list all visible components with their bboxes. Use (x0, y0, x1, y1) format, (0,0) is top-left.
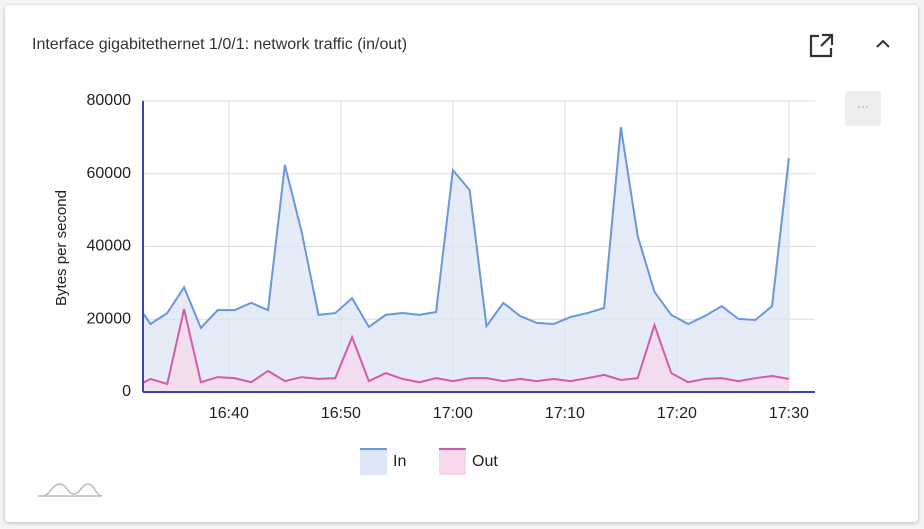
logo-icon (38, 483, 103, 497)
y-tick-label: 40000 (87, 238, 132, 255)
x-tick-label: 17:10 (545, 405, 585, 422)
menu-button[interactable] (845, 91, 881, 126)
x-tick-label: 16:40 (209, 405, 249, 422)
y-axis-label: Bytes per second (53, 190, 70, 306)
y-tick-label: 60000 (87, 165, 132, 182)
legend-swatch (360, 448, 387, 475)
panel-title: Interface gigabitethernet 1/0/1: network… (32, 36, 407, 53)
y-tick-label: 20000 (87, 310, 132, 327)
legend-swatch (439, 448, 466, 475)
open-external-icon[interactable] (809, 33, 834, 58)
x-tick-label: 16:50 (321, 405, 361, 422)
y-tick-label: 0 (122, 383, 131, 400)
x-tick-label: 17:20 (657, 405, 697, 422)
y-tick-label: 80000 (87, 92, 132, 109)
x-tick-label: 17:30 (769, 405, 809, 422)
area (143, 127, 789, 392)
area (143, 309, 789, 392)
legend-label: In (393, 453, 406, 470)
x-tick-label: 17:00 (433, 405, 473, 422)
line (142, 127, 790, 330)
line (142, 308, 790, 386)
legend-label: Out (472, 453, 498, 470)
menu-dots: ··· (857, 99, 869, 113)
collapse-icon[interactable] (876, 39, 890, 48)
